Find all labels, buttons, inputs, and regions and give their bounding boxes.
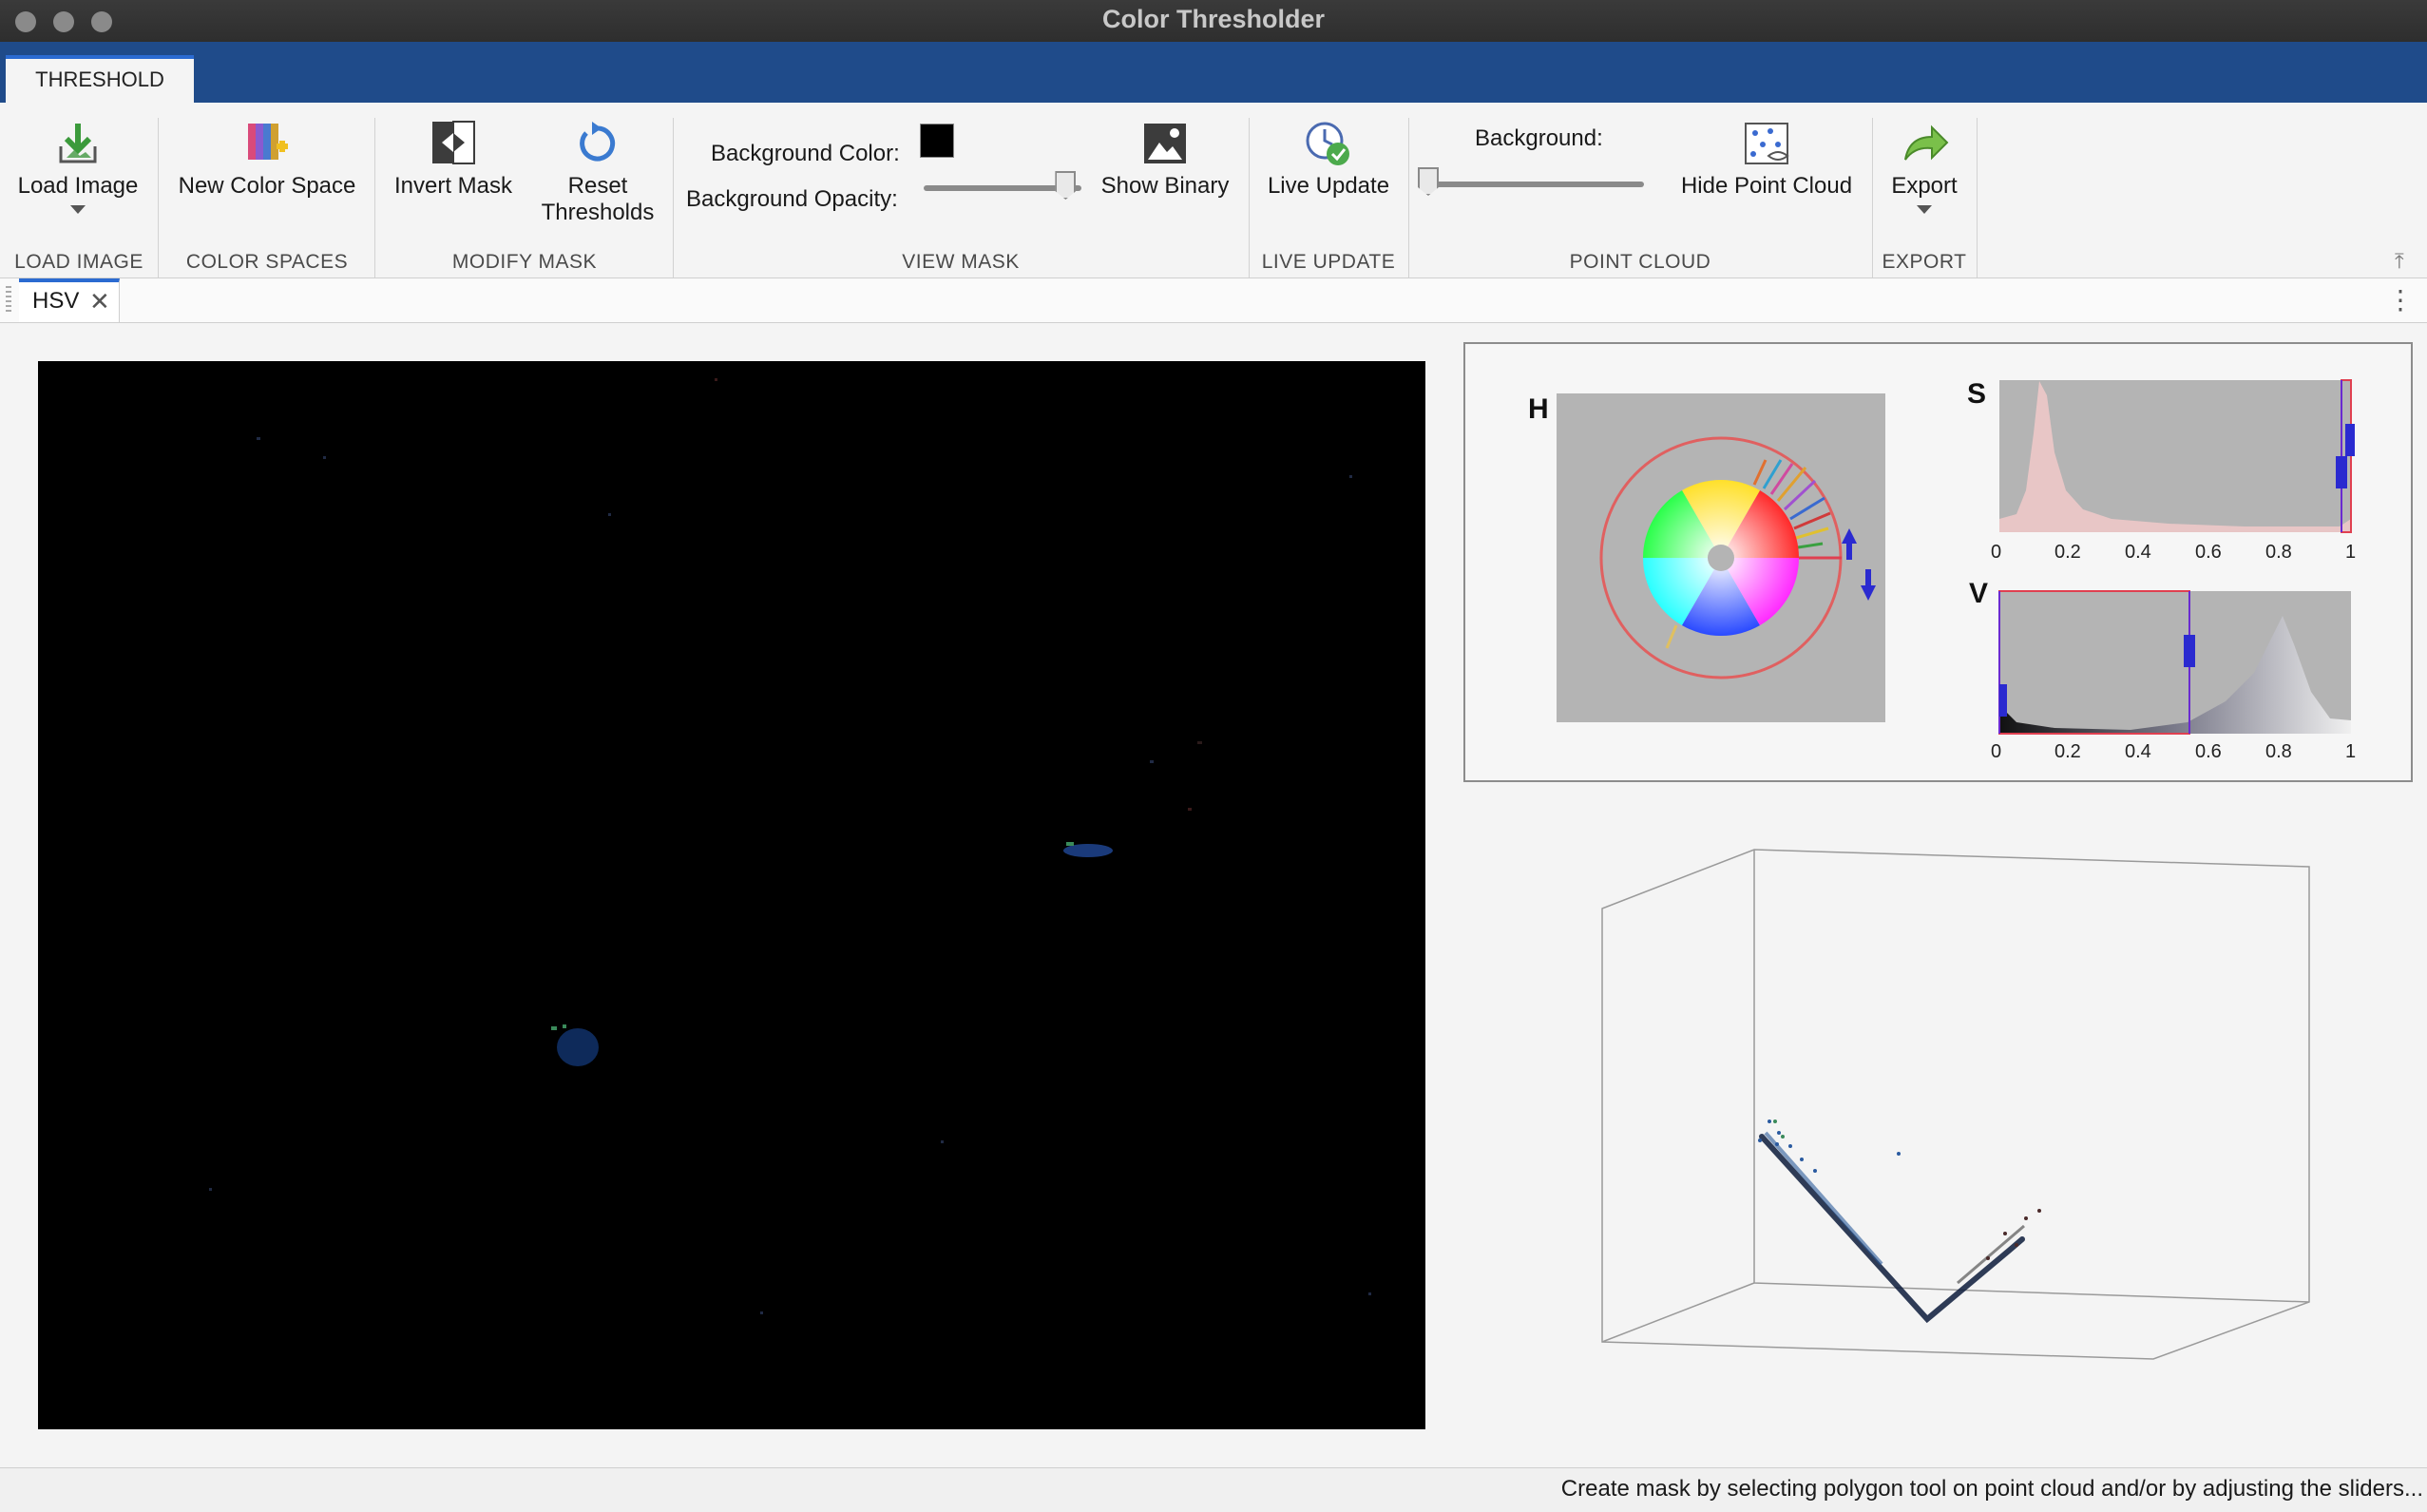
live-update-button[interactable]: Live Update (1256, 120, 1401, 200)
v-tick-0: 0 (1991, 741, 2002, 762)
invert-mask-button[interactable]: Invert Mask (384, 120, 523, 200)
s-histogram[interactable] (1997, 376, 2355, 538)
point-cloud-background-thumb[interactable] (1418, 167, 1439, 196)
close-tab-icon[interactable]: ✕ (89, 287, 110, 316)
live-update-label: Live Update (1267, 173, 1390, 199)
h-channel-label: H (1528, 393, 1549, 425)
tab-hsv[interactable]: HSV ✕ (19, 278, 120, 322)
export-label: Export (1891, 173, 1958, 199)
reset-thresholds-label-2: Thresholds (541, 200, 655, 225)
invert-mask-label: Invert Mask (393, 173, 513, 199)
point-cloud-points (1758, 1120, 2041, 1324)
hide-point-cloud-label: Hide Point Cloud (1680, 173, 1853, 199)
hide-point-cloud-button[interactable]: Hide Point Cloud (1669, 120, 1864, 200)
show-binary-label: Show Binary (1100, 173, 1230, 199)
v-tick-2: 0.4 (2125, 741, 2151, 762)
color-space-icon (248, 124, 288, 160)
reset-icon (580, 122, 616, 162)
zoom-window-button[interactable] (91, 11, 112, 32)
group-live-update: LIVE UPDATE (1261, 251, 1396, 273)
s-tick-2: 0.4 (2125, 542, 2151, 563)
drag-handle-icon[interactable] (6, 286, 11, 313)
new-color-space-button[interactable]: New Color Space (167, 120, 367, 200)
binary-image-icon (1144, 124, 1186, 163)
invert-mask-icon (432, 121, 475, 164)
s-tick-5: 1 (2345, 542, 2357, 563)
reset-thresholds-button[interactable]: Reset Thresholds (528, 120, 667, 226)
point-cloud-icon (1745, 123, 1789, 164)
v-histogram[interactable] (1997, 578, 2355, 739)
load-image-label: Load Image (17, 173, 139, 199)
hsv-channel-panel: H (1463, 342, 2413, 782)
v-tick-3: 0.6 (2195, 741, 2222, 762)
title-bar: Color Thresholder (0, 0, 2427, 42)
v-tick-1: 0.2 (2054, 741, 2081, 762)
s-tick-1: 0.2 (2054, 542, 2081, 563)
export-dropdown-arrow[interactable] (1917, 205, 1932, 214)
load-image-icon (59, 124, 97, 163)
s-tick-0: 0 (1991, 542, 2002, 563)
s-tick-4: 0.8 (2265, 542, 2292, 563)
background-opacity-thumb[interactable] (1055, 171, 1077, 200)
show-binary-button[interactable]: Show Binary (1093, 120, 1237, 200)
load-image-dropdown-arrow[interactable] (70, 205, 86, 214)
ribbon-tab-strip: THRESHOLD (0, 42, 2427, 103)
point-cloud-view[interactable] (1558, 836, 2338, 1368)
live-update-icon (1306, 122, 1349, 165)
document-tab-bar: HSV ✕ ⋮ (0, 278, 2427, 323)
toolstrip: Load Image New Color Space Invert Mask R (0, 103, 2427, 278)
s-channel-label: S (1967, 378, 1987, 410)
collapse-toolstrip-icon[interactable]: ⤒ (2395, 249, 2404, 273)
status-text: Create mask by selecting polygon tool on… (1560, 1476, 2423, 1502)
background-color-label: Background Color: (711, 141, 900, 166)
hue-wheel-control[interactable] (1557, 393, 1885, 722)
v-tick-5: 1 (2345, 741, 2357, 762)
tab-hsv-label: HSV (32, 288, 80, 314)
background-color-swatch[interactable] (920, 124, 954, 158)
background-opacity-label: Background Opacity: (686, 186, 898, 212)
background-opacity-slider[interactable] (924, 185, 1081, 191)
s-tick-3: 0.6 (2195, 542, 2222, 563)
group-view-mask: VIEW MASK (902, 251, 1020, 273)
reset-thresholds-label-1: Reset (567, 173, 628, 199)
load-image-button[interactable]: Load Image (6, 120, 150, 214)
group-color-spaces: COLOR SPACES (185, 251, 349, 273)
export-button[interactable]: Export (1880, 120, 1969, 214)
minimize-window-button[interactable] (53, 11, 74, 32)
tab-threshold[interactable]: THRESHOLD (6, 55, 194, 103)
export-icon (1904, 124, 1949, 161)
point-cloud-background-label: Background: (1475, 125, 1603, 151)
group-modify-mask: MODIFY MASK (451, 251, 598, 273)
status-bar: Create mask by selecting polygon tool on… (0, 1467, 2427, 1512)
masked-image-view[interactable] (38, 361, 1425, 1429)
v-channel-label: V (1969, 578, 1989, 609)
window-title: Color Thresholder (1101, 5, 1326, 33)
point-cloud-background-slider[interactable] (1425, 182, 1644, 187)
group-point-cloud: POINT CLOUD (1569, 251, 1711, 273)
group-load-image: LOAD IMAGE (14, 251, 143, 273)
masked-image (209, 378, 1371, 1314)
group-export: EXPORT (1882, 251, 1967, 273)
new-color-space-label: New Color Space (178, 173, 356, 199)
more-options-icon[interactable]: ⋮ (2387, 285, 2414, 315)
close-window-button[interactable] (15, 11, 36, 32)
v-tick-4: 0.8 (2265, 741, 2292, 762)
